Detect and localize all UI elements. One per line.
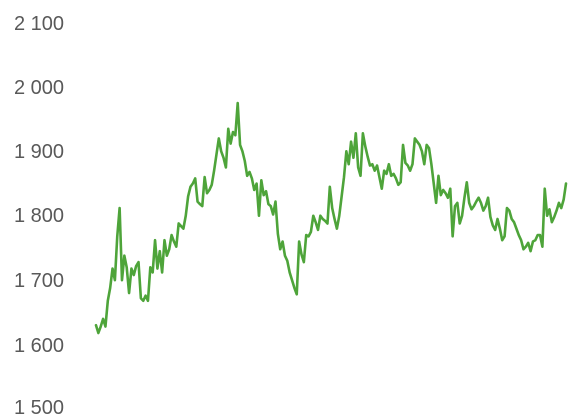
series-line-0	[94, 101, 568, 335]
y-tick-label-2100: 2 100	[14, 13, 64, 35]
y-axis-tick-labels: 2 100 2 000 1 900 1 800 1 700 1 600 1 50…	[14, 13, 64, 416]
y-tick-label-1800: 1 800	[14, 205, 64, 227]
y-tick-label-1600: 1 600	[14, 335, 64, 357]
y-tick-label-1900: 1 900	[14, 141, 64, 163]
plot-area	[94, 101, 568, 335]
y-tick-label-2000: 2 000	[14, 77, 64, 99]
y-tick-label-1700: 1 700	[14, 270, 64, 292]
y-tick-label-1500: 1 500	[14, 397, 64, 416]
